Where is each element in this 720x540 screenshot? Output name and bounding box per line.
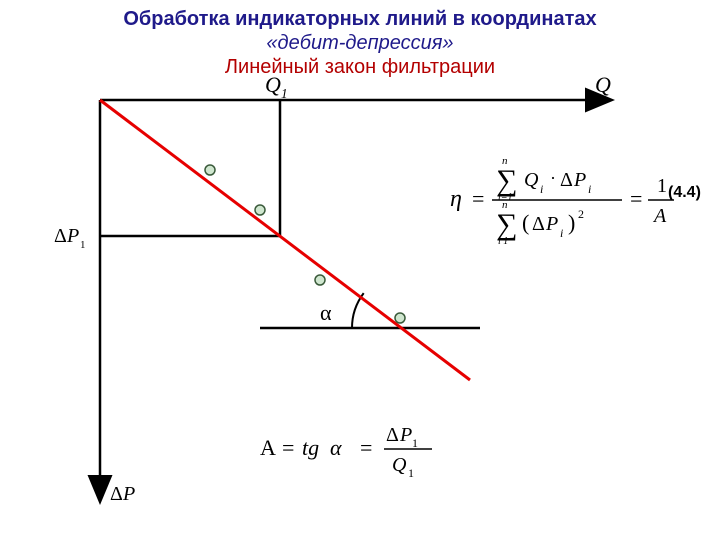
svg-text:Δ: Δ — [532, 213, 545, 235]
svg-text:1: 1 — [281, 86, 288, 101]
x-axis-label: Q — [595, 72, 611, 97]
data-point — [395, 313, 405, 323]
svg-text:α: α — [330, 435, 342, 460]
svg-text:P: P — [122, 483, 135, 505]
svg-text:Q: Q — [265, 72, 281, 97]
svg-text:=: = — [630, 186, 642, 211]
svg-text:Δ: Δ — [54, 225, 67, 247]
svg-text:Q: Q — [524, 169, 539, 191]
fit-line — [100, 100, 470, 380]
svg-text:1: 1 — [80, 239, 86, 251]
data-point — [255, 205, 265, 215]
equation-A: A=tgα=ΔP1Q1 — [260, 424, 432, 480]
dp-axis-label: ΔP — [110, 483, 135, 505]
svg-text:A: A — [260, 435, 276, 460]
svg-text:=: = — [472, 186, 484, 211]
svg-text:Δ: Δ — [110, 483, 123, 505]
diagram-svg: Q Q1 ΔP1 ΔP α η=∑ni=1Qi·ΔPi∑ni 1(ΔPi)2=1… — [0, 0, 720, 540]
svg-text:1: 1 — [412, 436, 418, 450]
svg-text:A: A — [652, 205, 667, 227]
svg-text:(: ( — [522, 210, 529, 235]
svg-text:·: · — [550, 168, 556, 188]
svg-text:=: = — [360, 435, 372, 460]
svg-text:Q: Q — [392, 454, 407, 476]
svg-text:i: i — [560, 226, 563, 240]
svg-text:1: 1 — [408, 466, 414, 480]
svg-text:P: P — [545, 213, 558, 235]
svg-text:Δ: Δ — [560, 169, 573, 191]
alpha-label: α — [320, 300, 332, 325]
svg-text:tg: tg — [302, 435, 319, 460]
data-point — [315, 275, 325, 285]
svg-text:1: 1 — [657, 175, 667, 197]
slide-root: Обработка индикаторных линий в координат… — [0, 0, 720, 540]
svg-text:P: P — [399, 424, 412, 446]
dp1-label: ΔP1 — [54, 225, 86, 251]
data-points-group — [205, 165, 405, 323]
svg-text:): ) — [568, 210, 575, 235]
svg-text:=: = — [282, 435, 294, 460]
svg-text:Δ: Δ — [386, 424, 399, 446]
svg-text:η: η — [450, 186, 462, 212]
svg-text:i 1: i 1 — [498, 236, 508, 247]
svg-text:2: 2 — [578, 207, 584, 221]
svg-text:i: i — [540, 182, 543, 196]
svg-text:i: i — [588, 182, 591, 196]
data-point — [205, 165, 215, 175]
equation-eta: η=∑ni=1Qi·ΔPi∑ni 1(ΔPi)2=1A — [450, 155, 674, 247]
svg-text:P: P — [573, 169, 586, 191]
q1-label: Q1 — [265, 72, 288, 101]
svg-text:n: n — [502, 199, 508, 211]
svg-text:n: n — [502, 155, 508, 167]
svg-text:P: P — [66, 225, 79, 247]
